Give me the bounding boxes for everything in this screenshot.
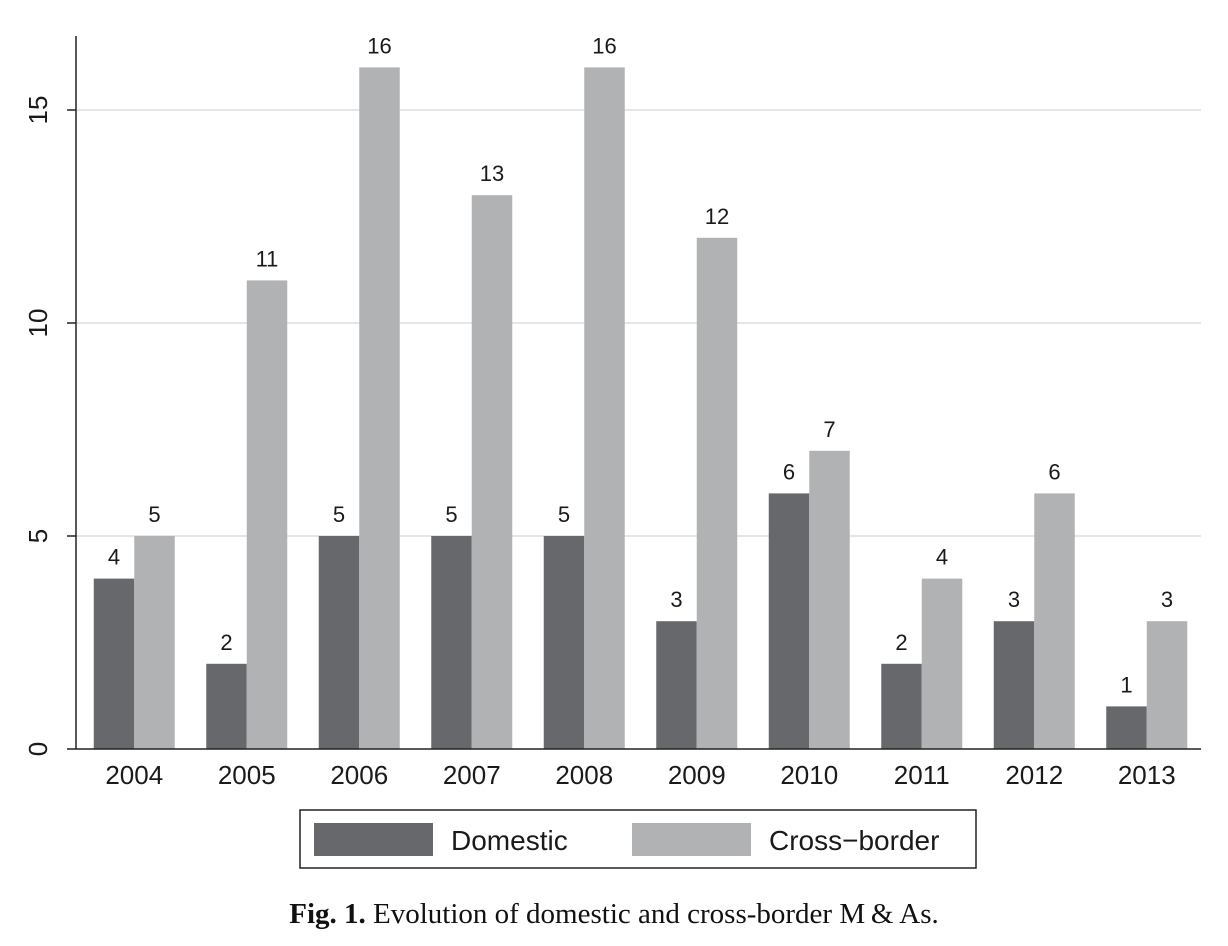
bar-domestic-2013 [1106,706,1147,749]
x-axis-ticks: 2004 2005 2006 2007 2008 2009 2010 2011 2012 2013 [105,760,1175,790]
gridlines [76,109,1201,537]
data-label-cross-border-2012: 6 [1048,459,1060,484]
data-label-cross-border-2005: 11 [256,246,279,271]
x-tick-label-2010: 2010 [780,760,838,790]
bar-cross-border-2008 [584,67,625,749]
legend-label-cross-border: Cross−border [769,825,939,856]
x-tick-label-2005: 2005 [218,760,276,790]
legend-swatch-domestic [314,823,433,856]
x-tick-label-2004: 2004 [105,760,163,790]
x-tick-label-2008: 2008 [555,760,613,790]
figure-caption: Fig. 1. Evolution of domestic and cross-… [0,898,1228,931]
data-label-cross-border-2009: 12 [705,204,729,229]
data-label-domestic-2010: 6 [783,459,795,484]
bars [93,67,1188,750]
data-label-cross-border-2011: 4 [936,545,948,570]
data-label-domestic-2006: 5 [333,502,345,527]
y-tick-label-15: 15 [23,96,53,125]
bar-cross-border-2013 [1146,621,1188,749]
y-tick-label-5: 5 [23,529,53,543]
bar-domestic-2005 [206,663,247,749]
bar-domestic-2007 [431,536,472,749]
x-tick-label-2007: 2007 [443,760,501,790]
bar-cross-border-2009 [696,237,738,750]
data-label-cross-border-2007: 13 [480,161,504,186]
bar-domestic-2008 [543,536,585,749]
bar-cross-border-2010 [809,450,850,749]
data-label-domestic-2008: 5 [558,502,570,527]
legend: Domestic Cross−border [299,809,977,869]
bar-cross-border-2004 [134,536,175,749]
bar-cross-border-2012 [1034,493,1075,749]
x-tick-label-2012: 2012 [1005,760,1063,790]
x-tick-label-2006: 2006 [330,760,388,790]
bar-domestic-2011 [881,663,922,749]
data-label-cross-border-2008: 16 [592,33,616,58]
bar-domestic-2012 [993,621,1035,749]
legend-label-domestic: Domestic [451,825,568,856]
data-label-domestic-2012: 3 [1008,587,1020,612]
data-label-cross-border-2010: 7 [823,417,835,442]
bar-domestic-2006 [318,536,360,749]
bar-cross-border-2011 [921,578,963,749]
bar-cross-border-2005 [246,280,288,749]
x-tick-label-2013: 2013 [1118,760,1176,790]
legend-box [299,809,977,869]
data-label-domestic-2011: 2 [895,630,907,655]
bar-cross-border-2006 [359,67,400,749]
data-label-domestic-2009: 3 [670,587,682,612]
data-label-cross-border-2006: 16 [367,33,391,58]
data-label-domestic-2013: 1 [1120,672,1132,697]
figure-caption-text: Evolution of domestic and cross-border M… [365,898,939,930]
bar-domestic-2009 [656,621,697,749]
y-tick-label-0: 0 [23,742,53,756]
data-label-cross-border-2013: 3 [1161,587,1173,612]
bar-domestic-2010 [768,493,810,749]
x-tick-label-2009: 2009 [668,760,726,790]
y-axis-ticks: 0 5 10 15 [23,96,76,756]
figure-caption-label: Fig. 1. [289,898,366,930]
y-tick-label-10: 10 [23,309,53,338]
bar-domestic-2004 [93,578,135,749]
data-label-domestic-2004: 4 [108,545,120,570]
bar-cross-border-2007 [471,195,513,749]
data-label-domestic-2007: 5 [445,502,457,527]
legend-swatch-cross-border [632,823,751,856]
data-label-domestic-2005: 2 [220,630,232,655]
x-tick-label-2011: 2011 [894,760,950,790]
data-label-cross-border-2004: 5 [148,502,160,527]
